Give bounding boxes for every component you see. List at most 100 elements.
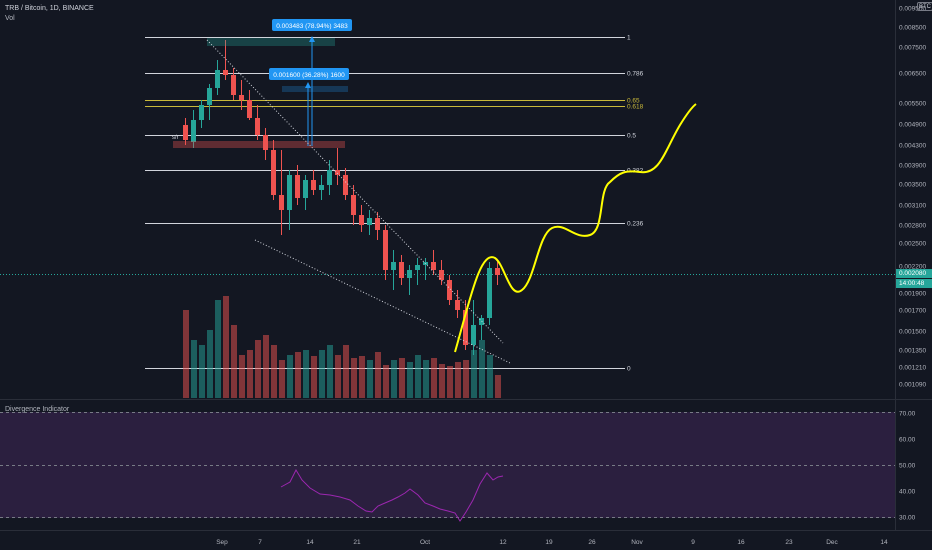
bar-countdown-tag: 14:00:48 [896, 279, 932, 288]
time-axis-tick: 19 [545, 539, 553, 546]
price-axis-tick: 0.004300 [899, 143, 926, 150]
candle[interactable] [199, 105, 204, 120]
candle[interactable] [327, 170, 332, 185]
rsi-line[interactable] [280, 468, 504, 522]
indicator-title[interactable]: Divergence Indicator [5, 406, 70, 413]
currency-badge[interactable]: BTC [917, 2, 932, 11]
time-axis-tick: Dec [826, 539, 838, 546]
price-axis-tick: 0.006500 [899, 71, 926, 78]
time-axis-tick: 21 [353, 539, 361, 546]
candle[interactable] [359, 215, 364, 225]
volume-bar [391, 360, 397, 398]
measure-label-top: 0.003483 (78.94%) 3483 [276, 23, 348, 30]
candle[interactable] [255, 118, 260, 135]
candle[interactable] [295, 175, 300, 198]
candle[interactable] [455, 300, 460, 310]
projection-curve[interactable] [454, 103, 697, 353]
descending-trendline-lower[interactable] [254, 239, 511, 364]
volume-bar [191, 340, 197, 398]
candle[interactable] [391, 262, 396, 270]
candle[interactable] [431, 262, 436, 270]
time-axis-tick: Nov [631, 539, 643, 546]
volume-bar [471, 350, 477, 398]
candle[interactable] [383, 230, 388, 270]
price-axis-tick: 0.002800 [899, 223, 926, 230]
price-axis-tick: 0.002200 [899, 264, 926, 271]
candle[interactable] [375, 218, 380, 230]
fib-label-0-618: 0.618 [627, 104, 644, 111]
volume-bar [447, 366, 453, 398]
volume-bar [439, 364, 445, 398]
candle[interactable] [335, 170, 340, 175]
sr-label: s/r [172, 135, 179, 141]
candle[interactable] [351, 195, 356, 215]
candle[interactable] [399, 262, 404, 278]
candle[interactable] [407, 270, 412, 278]
candle[interactable] [239, 95, 244, 100]
measure-label-top-bg [272, 19, 352, 31]
measure-label-mid-bg [269, 68, 349, 80]
volume-bar [479, 340, 485, 398]
volume-label[interactable]: Vol [5, 15, 15, 22]
candle[interactable] [487, 268, 492, 318]
candle[interactable] [263, 135, 268, 150]
measure-zone-mid [282, 86, 348, 92]
candle[interactable] [495, 268, 500, 275]
price-axis-tick: 0.003900 [899, 163, 926, 170]
candle[interactable] [231, 75, 236, 95]
measure-label-mid: 0.001600 (36.28%) 1600 [273, 72, 345, 79]
candle[interactable] [439, 270, 444, 280]
candle[interactable] [303, 180, 308, 198]
volume-bar [199, 345, 205, 398]
candle[interactable] [319, 185, 324, 190]
candle[interactable] [463, 310, 468, 345]
volume-bar [431, 358, 437, 398]
price-axis-tick: 0.001900 [899, 291, 926, 298]
candle[interactable] [183, 125, 188, 140]
candle[interactable] [415, 265, 420, 270]
volume-bar [399, 358, 405, 398]
volume-bar [359, 356, 365, 398]
last-price-tag: 0.002080 [896, 269, 932, 278]
candle[interactable] [367, 218, 372, 225]
price-axis-tick: 0.001210 [899, 365, 926, 372]
fib-label-0-65: 0.65 [627, 98, 640, 105]
symbol-title[interactable]: TRB / Bitcoin, 1D, BINANCE [5, 5, 94, 12]
time-axis-tick: 12 [499, 539, 507, 546]
candle[interactable] [271, 150, 276, 195]
price-axis-tick: 0.003100 [899, 203, 926, 210]
volume-bar [279, 360, 285, 398]
volume-bar [263, 335, 269, 398]
volume-bar [327, 345, 333, 398]
candle[interactable] [207, 88, 212, 105]
candle[interactable] [215, 70, 220, 88]
indicator-axis-tick: 50.00 [899, 463, 916, 470]
fib-label-0-786: 0.786 [627, 71, 644, 78]
volume-bar [303, 350, 309, 398]
time-axis-tick: 7 [258, 539, 262, 546]
volume-bar [255, 340, 261, 398]
candle[interactable] [343, 175, 348, 195]
time-axis-tick: Sep [216, 539, 228, 546]
candle[interactable] [223, 70, 228, 75]
indicator-axis-tick: 30.00 [899, 515, 916, 522]
candle[interactable] [279, 195, 284, 210]
volume-bar [215, 300, 221, 398]
candle[interactable] [447, 280, 452, 300]
volume-bar [351, 358, 357, 398]
candle[interactable] [471, 325, 476, 345]
candle[interactable] [287, 175, 292, 210]
fib-label-0-5: 0.5 [627, 133, 636, 140]
time-axis-tick: 14 [306, 539, 314, 546]
candle[interactable] [247, 100, 252, 118]
descending-trendline-upper[interactable] [206, 39, 504, 344]
fib-label-0: 0 [627, 366, 631, 373]
sr-zone[interactable] [173, 141, 345, 148]
time-axis-tick: 14 [880, 539, 888, 546]
candle[interactable] [191, 120, 196, 142]
volume-bar [343, 345, 349, 398]
volume-bar [367, 360, 373, 398]
candle[interactable] [311, 180, 316, 190]
price-axis-tick: 0.004900 [899, 122, 926, 129]
